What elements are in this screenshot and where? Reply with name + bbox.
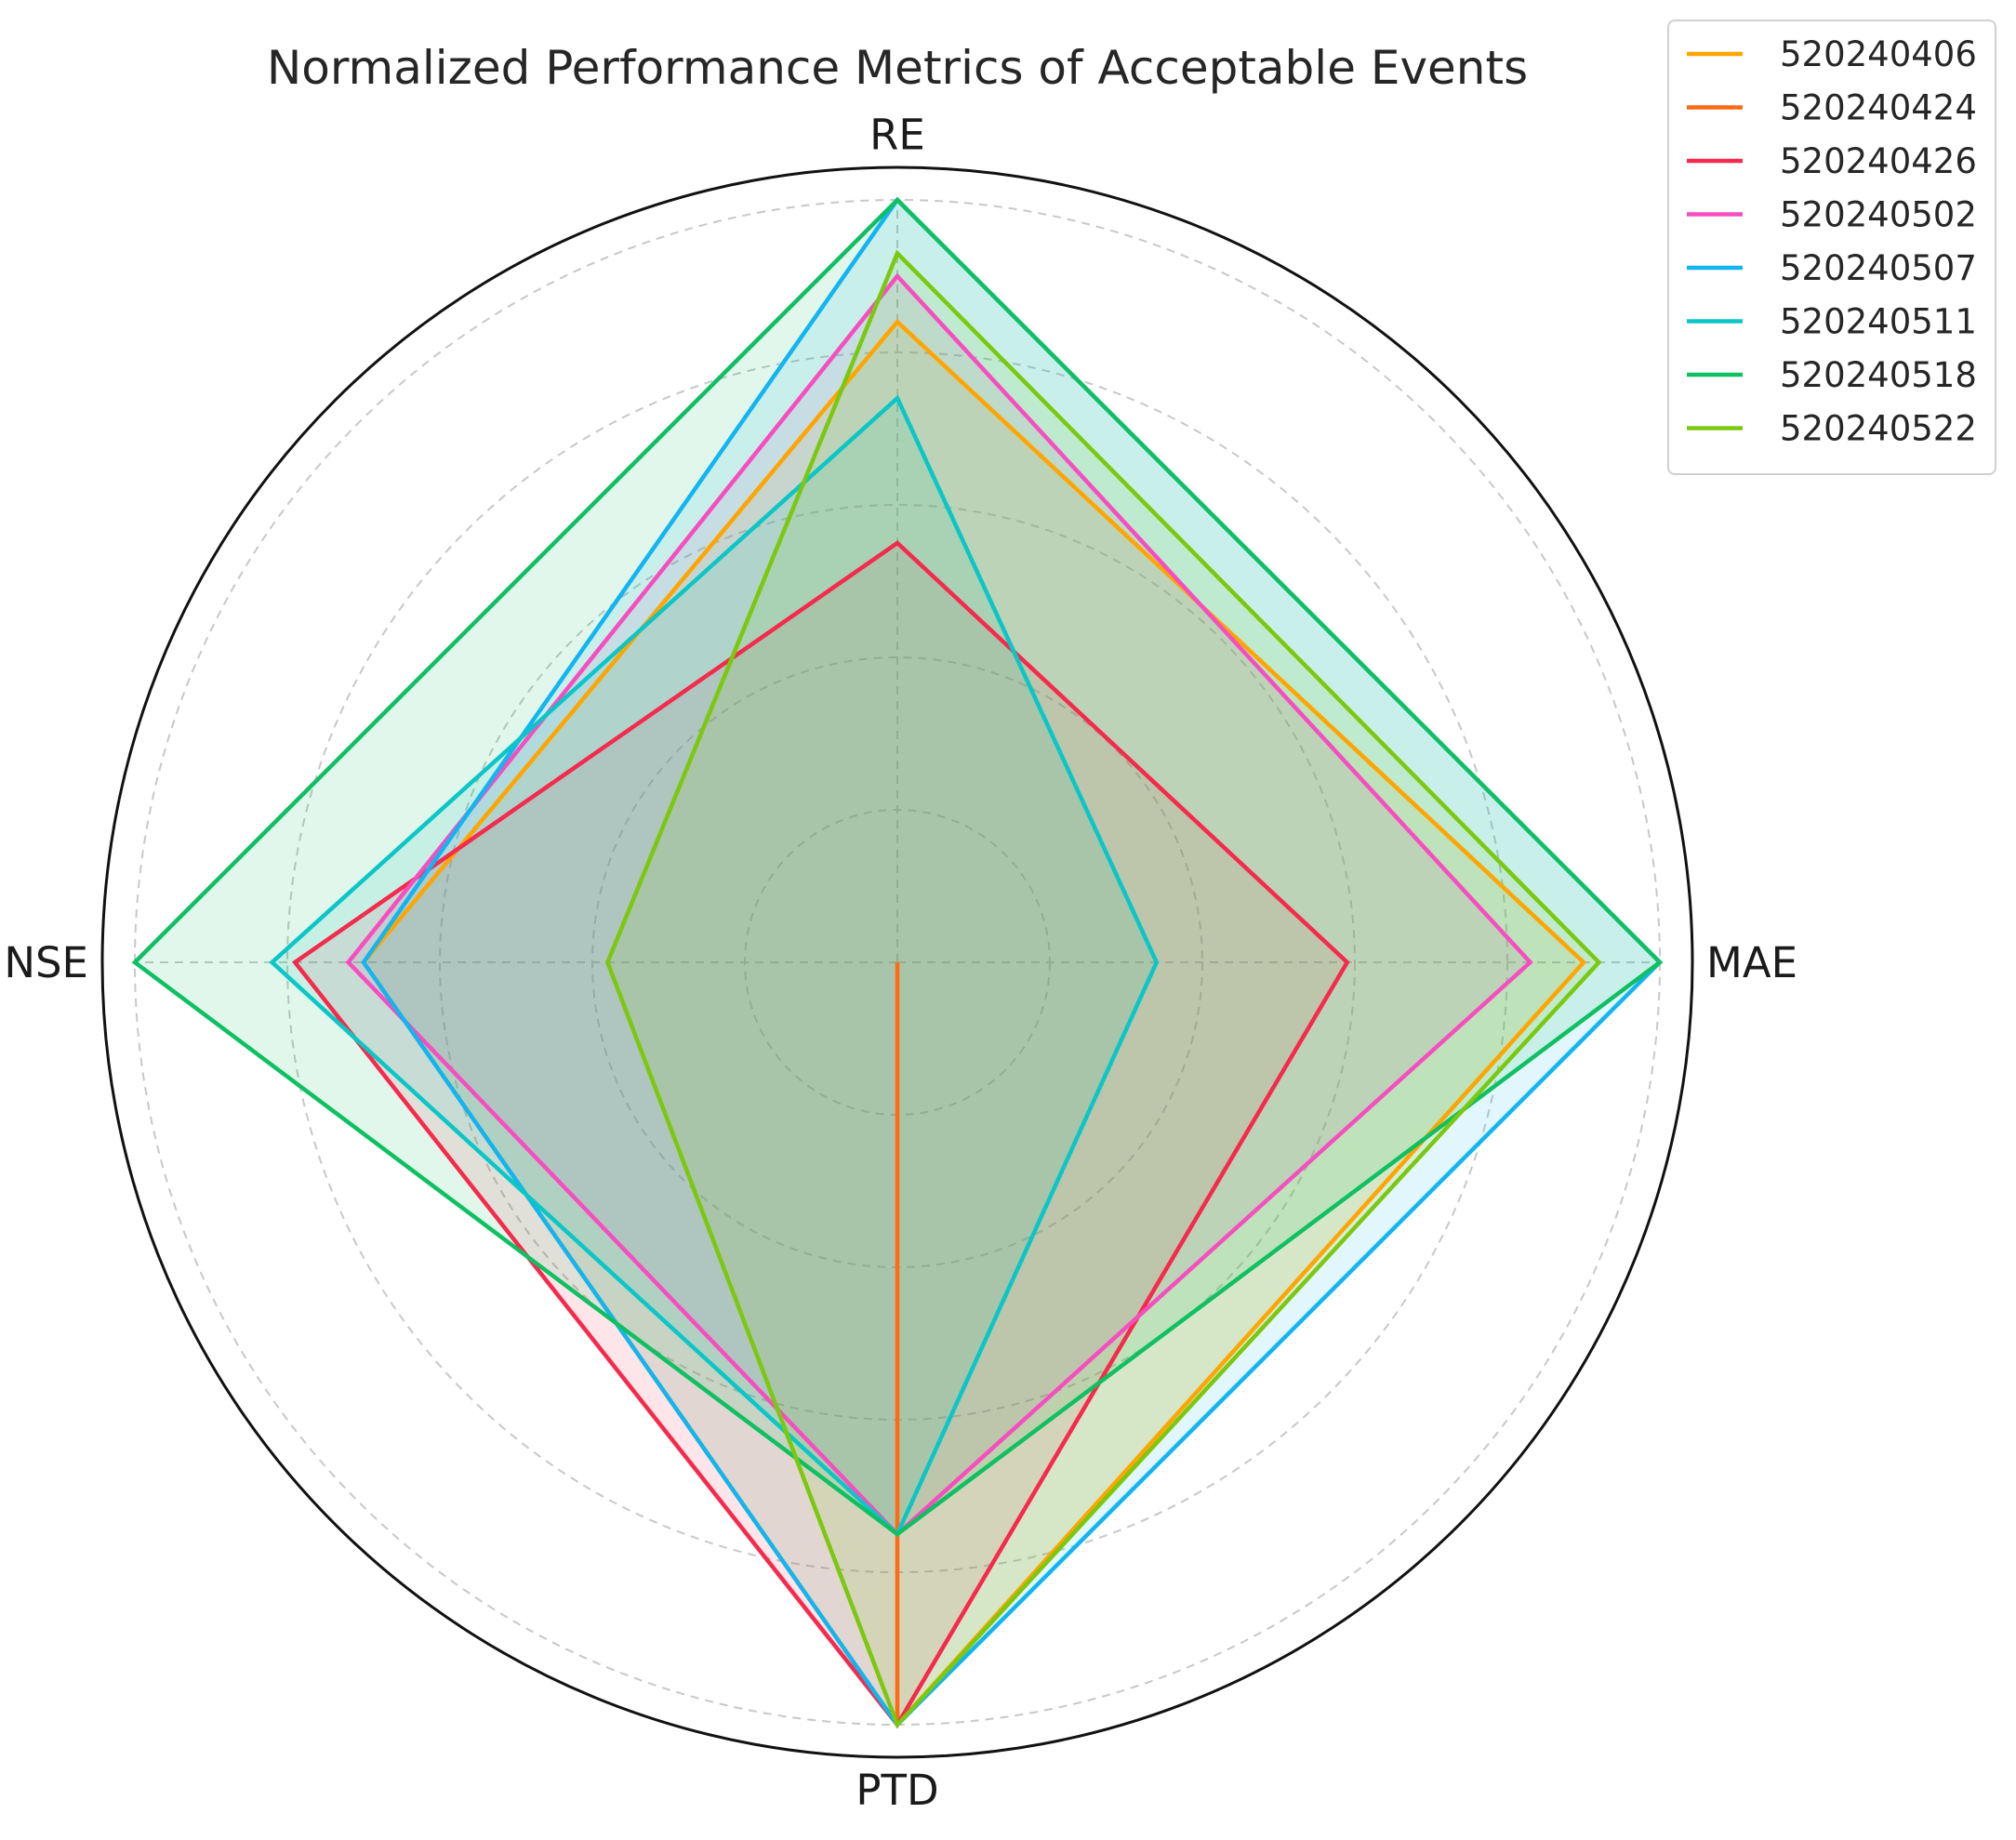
legend-label-520240502: 520240502 xyxy=(1780,195,1977,235)
legend-label-520240518: 520240518 xyxy=(1780,355,1977,395)
axis-label-ptd: PTD xyxy=(855,1766,938,1815)
series-fill-520240406 xyxy=(364,322,1584,1726)
series-fill-520240502 xyxy=(348,276,1531,1534)
axis-label-re: RE xyxy=(869,111,925,160)
series-lines xyxy=(131,196,1664,1729)
legend-label-520240507: 520240507 xyxy=(1780,248,1977,288)
series-line-520240522 xyxy=(604,249,1602,1729)
series-fill-520240522 xyxy=(607,253,1599,1725)
series-fill-520240511 xyxy=(272,398,1157,1535)
series-fill-520240426 xyxy=(295,543,1347,1725)
axis-label-nse: NSE xyxy=(4,938,88,987)
legend-label-520240426: 520240426 xyxy=(1780,141,1977,181)
series-line-520240518 xyxy=(131,196,1664,1537)
chart-title: Normalized Performance Metrics of Accept… xyxy=(267,41,1528,95)
outer-circle xyxy=(100,165,1694,1759)
legend-label-520240406: 520240406 xyxy=(1780,34,1977,74)
axis-labels: RE MAE PTD NSE xyxy=(4,111,1797,1816)
axis-label-mae: MAE xyxy=(1706,938,1797,987)
series-fill-520240518 xyxy=(135,200,1660,1534)
legend-frame xyxy=(1667,20,1996,475)
legend-label-520240424: 520240424 xyxy=(1780,88,1977,128)
legend: 520240406 520240424 520240426 520240502 5202… xyxy=(1667,20,1996,475)
legend-label-520240522: 520240522 xyxy=(1780,409,1977,449)
legend-label-520240511: 520240511 xyxy=(1780,302,1977,342)
